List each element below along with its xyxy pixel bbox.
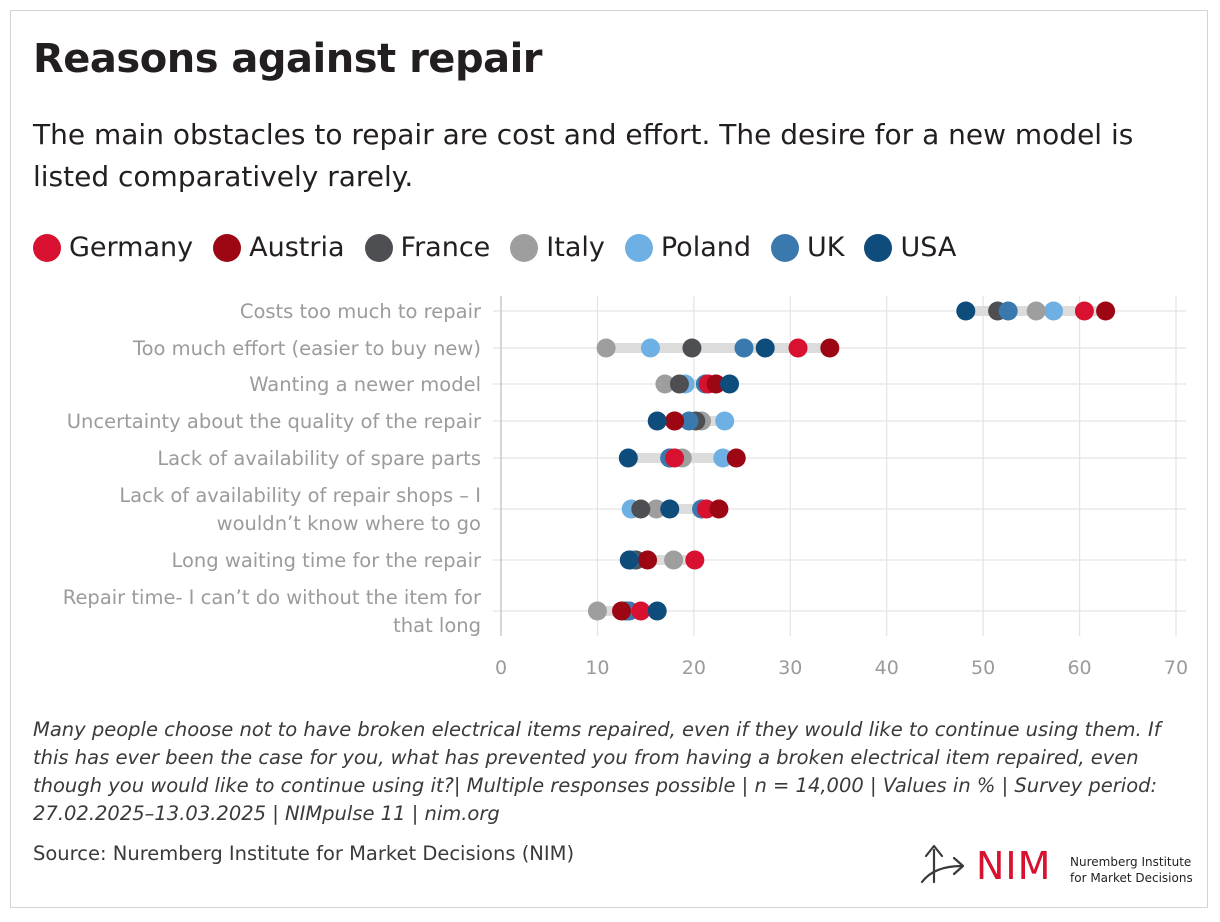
legend-label: France bbox=[400, 232, 491, 263]
point-france bbox=[669, 374, 689, 394]
point-italy bbox=[1026, 301, 1046, 321]
legend-item-uk: UK bbox=[771, 232, 844, 263]
category-label: that long bbox=[393, 614, 481, 637]
chart-frame bbox=[10, 10, 1208, 908]
survey-note: Many people choose not to have broken el… bbox=[33, 718, 1161, 825]
category-label: Wanting a newer model bbox=[249, 373, 481, 396]
logo-subtitle-line-1: Nuremberg Institute bbox=[1070, 855, 1192, 869]
legend-swatch bbox=[510, 233, 539, 262]
legend-swatch bbox=[33, 233, 61, 262]
point-poland bbox=[1044, 301, 1064, 321]
point-usa bbox=[660, 499, 680, 519]
category-label: wouldn’t know where to go bbox=[217, 512, 481, 535]
point-uk bbox=[998, 301, 1018, 321]
point-germany bbox=[631, 601, 651, 621]
legend-label: Poland bbox=[660, 232, 751, 263]
source-line: Source: Nuremberg Institute for Market D… bbox=[33, 842, 575, 865]
legend-item-usa: USA bbox=[864, 232, 956, 263]
legend-swatch bbox=[364, 233, 393, 262]
legend-swatch bbox=[624, 233, 653, 262]
legend-item-poland: Poland bbox=[624, 232, 751, 263]
point-austria bbox=[1096, 301, 1116, 321]
x-tick-label: 50 bbox=[971, 657, 995, 679]
x-tick-label: 20 bbox=[682, 657, 706, 679]
point-germany bbox=[788, 338, 808, 358]
legend-swatch bbox=[771, 233, 799, 262]
point-germany bbox=[1074, 301, 1094, 321]
point-uk bbox=[734, 338, 754, 358]
legend-label: Germany bbox=[69, 232, 194, 263]
point-usa bbox=[956, 301, 976, 321]
x-tick-label: 60 bbox=[1067, 657, 1091, 679]
nim-logo: NIM Nuremberg Institute for Market Decis… bbox=[918, 838, 1193, 890]
chart-subtitle: The main obstacles to repair are cost an… bbox=[33, 118, 1134, 193]
point-france bbox=[631, 499, 651, 519]
legend-swatch bbox=[213, 233, 242, 262]
x-tick-label: 10 bbox=[585, 657, 609, 679]
category-label: Too much effort (easier to buy new) bbox=[132, 337, 481, 360]
category-label: Lack of availability of spare parts bbox=[157, 447, 481, 470]
point-usa bbox=[647, 411, 667, 431]
point-austria bbox=[665, 411, 685, 431]
point-poland bbox=[640, 338, 660, 358]
point-austria bbox=[820, 338, 840, 358]
point-france bbox=[682, 338, 702, 358]
category-label: Costs too much to repair bbox=[240, 300, 482, 323]
point-usa bbox=[619, 550, 639, 570]
point-poland bbox=[713, 448, 733, 468]
point-uk bbox=[679, 411, 699, 431]
x-tick-label: 30 bbox=[778, 657, 802, 679]
chart-title: Reasons against repair bbox=[33, 36, 543, 82]
point-italy bbox=[587, 601, 607, 621]
point-italy bbox=[596, 338, 616, 358]
point-italy bbox=[655, 374, 675, 394]
point-germany bbox=[665, 448, 685, 468]
point-austria bbox=[638, 550, 658, 570]
point-austria bbox=[709, 499, 729, 519]
legend-label: USA bbox=[900, 232, 957, 263]
legend-item-austria: Austria bbox=[213, 232, 345, 263]
legend-label: UK bbox=[807, 232, 845, 263]
legend: Germany Austria France Italy Poland UK USA bbox=[33, 232, 976, 263]
x-tick-label: 0 bbox=[495, 657, 507, 679]
logo-subtitle-line-2: for Market Decisions bbox=[1070, 871, 1193, 885]
x-tick-label: 70 bbox=[1164, 657, 1188, 679]
legend-item-italy: Italy bbox=[510, 232, 605, 263]
legend-label: Italy bbox=[546, 232, 605, 263]
point-austria bbox=[612, 601, 632, 621]
point-germany bbox=[685, 550, 705, 570]
point-poland bbox=[715, 411, 735, 431]
legend-item-france: France bbox=[364, 232, 491, 263]
logo-wordmark: NIM bbox=[976, 844, 1052, 888]
point-usa bbox=[647, 601, 667, 621]
category-label: Long waiting time for the repair bbox=[171, 549, 481, 572]
legend-swatch bbox=[864, 233, 893, 262]
point-usa bbox=[720, 374, 740, 394]
point-italy bbox=[646, 499, 666, 519]
logo-subtitle: Nuremberg Institute for Market Decisions bbox=[1070, 854, 1193, 886]
dot-plot-chart: 0 10 20 30 40 50 60 70 Costs too much to repair T… bbox=[63, 296, 1188, 679]
point-italy bbox=[664, 550, 684, 570]
category-label: Uncertainty about the quality of the rep… bbox=[67, 410, 482, 433]
branching-arrow-icon bbox=[920, 844, 965, 884]
legend-label: Austria bbox=[249, 232, 345, 263]
point-usa bbox=[755, 338, 775, 358]
legend-item-germany: Germany bbox=[33, 232, 193, 263]
x-tick-label: 40 bbox=[875, 657, 899, 679]
point-austria bbox=[706, 374, 726, 394]
category-label: Lack of availability of repair shops – I bbox=[119, 484, 481, 507]
category-label: Repair time- I can’t do without the item… bbox=[63, 586, 482, 609]
point-austria bbox=[726, 448, 746, 468]
point-usa bbox=[618, 448, 638, 468]
